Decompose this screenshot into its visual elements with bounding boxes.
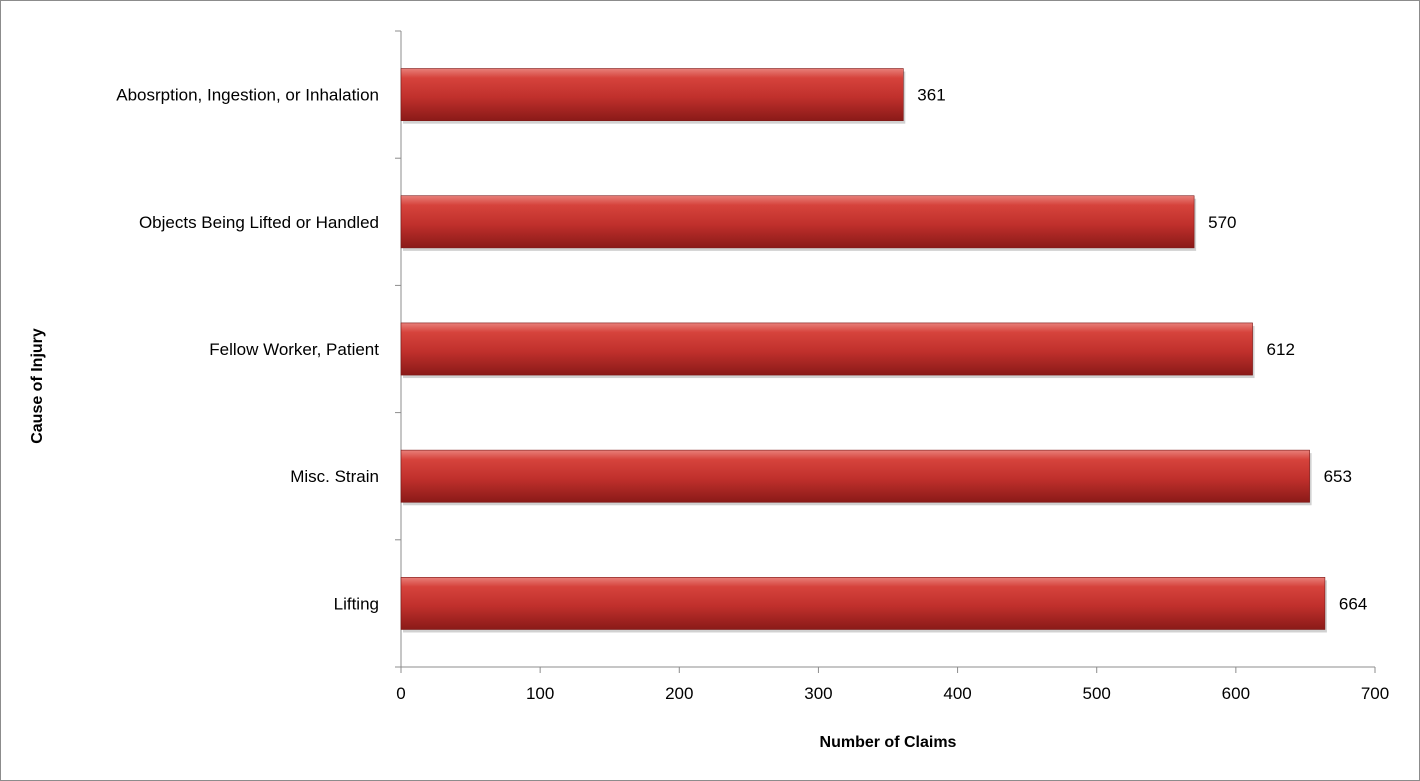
bar (400, 322, 1253, 376)
data-label: 570 (1208, 213, 1236, 232)
x-tick-label: 500 (1083, 684, 1111, 703)
x-tick-label: 200 (665, 684, 693, 703)
bar (400, 577, 1326, 630)
y-axis-title: Cause of Injury (29, 328, 46, 444)
category-label: Abosrption, Ingestion, or Inhalation (116, 86, 379, 105)
bars-group (400, 68, 1327, 633)
bar (400, 449, 1310, 503)
category-label: Objects Being Lifted or Handled (139, 213, 379, 232)
x-tick-label: 0 (396, 684, 405, 703)
data-label: 664 (1339, 594, 1367, 613)
x-tick-label: 300 (804, 684, 832, 703)
bar (400, 68, 904, 121)
data-label: 653 (1324, 467, 1352, 486)
x-tick-label: 100 (526, 684, 554, 703)
x-tick-label: 400 (943, 684, 971, 703)
x-tick-label: 700 (1361, 684, 1389, 703)
x-tick-label: 600 (1222, 684, 1250, 703)
category-label: Misc. Strain (290, 467, 379, 486)
data-label: 612 (1267, 340, 1295, 359)
category-label: Fellow Worker, Patient (209, 340, 379, 359)
x-axis-title: Number of Claims (820, 734, 957, 751)
bar (400, 195, 1195, 249)
category-label: Lifting (334, 594, 379, 613)
labels-group: 0 100 200 300 400 500 600 700 Abosrption, Ingest… (116, 86, 1389, 703)
data-label: 361 (917, 86, 945, 105)
